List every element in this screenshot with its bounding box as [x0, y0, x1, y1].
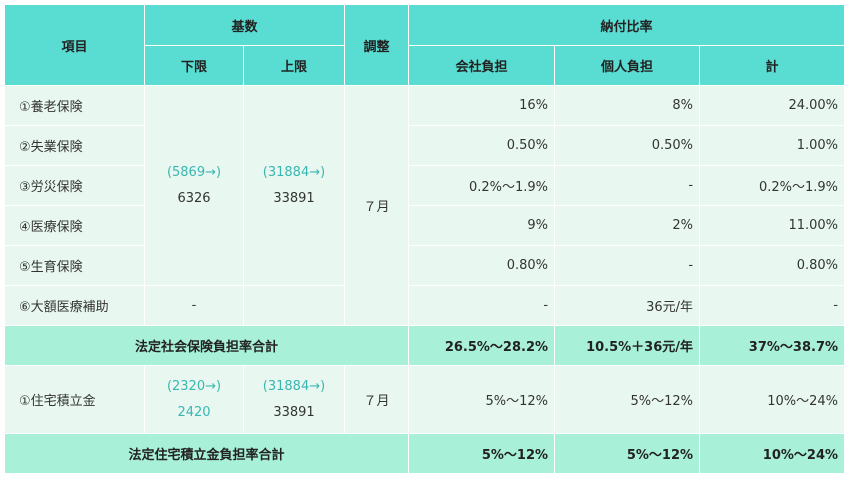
social-total-label: 法定社会保険負担率合計 [3, 325, 410, 366]
row-lower: - [144, 285, 244, 326]
header-lower: 下限 [144, 45, 244, 86]
housing-company: 5%～12% [408, 365, 556, 434]
row-personal: - [554, 165, 701, 206]
housing-total-label: 法定住宅積立金負担率合計 [3, 433, 410, 474]
table-row: ②失業保険 0.50% 0.50% 1.00% [4, 125, 846, 166]
table-row: ①養老保険 (5869→) 6326 (31884→) 33891 ７月 16%… [4, 85, 846, 326]
row-total: 0.2%～1.9% [699, 165, 846, 206]
table-row: ④医療保険 9% 2% 11.00% [4, 205, 846, 246]
housing-lower: 2420 [177, 404, 211, 420]
housing-upper-cell: (31884→) 33891 [242, 365, 346, 434]
row-item: ⑤生育保険 [4, 245, 145, 286]
housing-total-company: 5%～12% [408, 433, 556, 474]
social-lower: 6326 [177, 190, 211, 206]
row-total: 24.00% [699, 85, 846, 126]
table-row: ③労災保険 0.2%～1.9% - 0.2%～1.9% [4, 165, 846, 206]
row-personal: - [554, 245, 701, 286]
row-total: 11.00% [699, 205, 846, 246]
row-item: ①養老保険 [4, 85, 145, 126]
header-adjust: 調整 [344, 4, 410, 86]
header-base: 基数 [143, 4, 346, 46]
row-personal: 0.50% [554, 125, 701, 166]
row-personal: 36元/年 [554, 285, 701, 326]
social-lower-prev: (5869→) [166, 164, 222, 180]
social-total-row: 法定社会保険負担率合計 26.5%～28.2% 10.5%＋36元/年 37%～… [3, 325, 846, 366]
housing-upper-prev: (31884→) [262, 378, 326, 394]
row-company: - [408, 285, 556, 326]
housing-adjust: ７月 [344, 365, 410, 434]
row-item: ⑥大額医療補助 [4, 285, 145, 326]
row-item: ②失業保険 [4, 125, 145, 166]
row-personal: 8% [554, 85, 701, 126]
row-total: - [699, 285, 846, 326]
social-upper-cell: (31884→) 33891 [242, 85, 346, 286]
housing-lower-prev: (2320→) [166, 378, 222, 394]
social-lower-cell: (5869→) 6326 [144, 85, 244, 286]
row-company: 16% [408, 85, 556, 126]
header-company: 会社負担 [408, 45, 556, 86]
social-adjust: ７月 [344, 85, 410, 326]
row-company: 0.2%～1.9% [408, 165, 556, 206]
housing-total-total: 10%～24% [699, 433, 846, 474]
housing-personal: 5%～12% [554, 365, 701, 434]
row-item: ③労災保険 [4, 165, 145, 206]
social-upper-prev: (31884→) [262, 164, 326, 180]
row-total: 0.80% [699, 245, 846, 286]
insurance-rate-table: 項目 基数 調整 納付比率 下限 上限 会社負担 個人負担 計 ①養老保険 (5… [3, 4, 846, 474]
social-total-personal: 10.5%＋36元/年 [554, 325, 701, 366]
housing-upper: 33891 [273, 404, 315, 420]
row-upper [242, 285, 346, 326]
table-row: ⑤生育保険 0.80% - 0.80% [4, 245, 846, 286]
table-row: ⑥大額医療補助 - - 36元/年 - [4, 285, 846, 326]
header-rate: 納付比率 [408, 4, 846, 46]
social-total-company: 26.5%～28.2% [408, 325, 556, 366]
row-company: 9% [408, 205, 556, 246]
row-personal: 2% [554, 205, 701, 246]
housing-total-row: 法定住宅積立金負担率合計 5%～12% 5%～12% 10%～24% [3, 433, 846, 474]
social-total-total: 37%～38.7% [699, 325, 846, 366]
header-total: 計 [699, 45, 846, 86]
header-item: 項目 [4, 4, 145, 86]
row-company: 0.50% [408, 125, 556, 166]
row-item: ④医療保険 [4, 205, 145, 246]
housing-total: 10%～24% [699, 365, 846, 434]
housing-total-personal: 5%～12% [554, 433, 701, 474]
housing-lower-cell: (2320→) 2420 [144, 365, 244, 434]
housing-row: ①住宅積立金 (2320→) 2420 (31884→) 33891 ７月 5%… [4, 365, 846, 434]
header-personal: 個人負担 [554, 45, 701, 86]
header-upper: 上限 [242, 45, 346, 86]
housing-item: ①住宅積立金 [4, 365, 145, 434]
row-company: 0.80% [408, 245, 556, 286]
row-total: 1.00% [699, 125, 846, 166]
social-upper: 33891 [273, 190, 315, 206]
